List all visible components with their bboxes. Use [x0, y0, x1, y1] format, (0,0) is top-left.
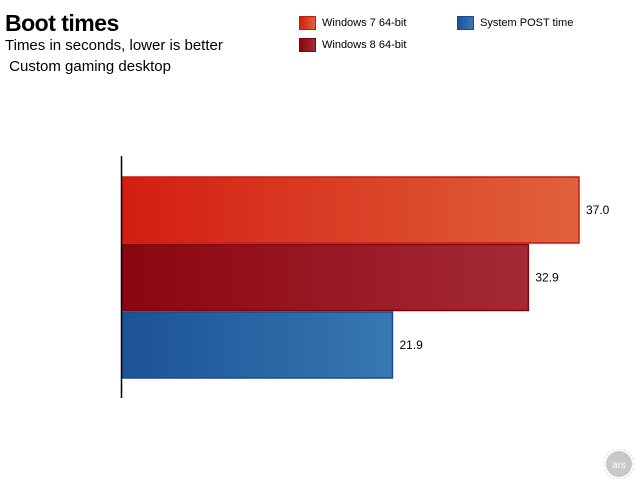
- chart-subtitle-system: Custom gaming desktop: [5, 58, 171, 75]
- ars-logo-text: ars: [612, 460, 626, 471]
- legend-swatch-windows-8: [299, 38, 316, 52]
- bar-system-post: [121, 311, 394, 379]
- legend-label-system-post: System POST time: [480, 17, 574, 29]
- legend-swatch-system-post: [457, 16, 474, 30]
- bar-windows-8: [121, 243, 530, 312]
- legend-label-windows-7: Windows 7 64-bit: [322, 17, 407, 29]
- chart-title: Boot times: [5, 10, 119, 36]
- bar-value-label-windows-8: 32.9: [535, 271, 559, 285]
- legend-label-windows-8: Windows 8 64-bit: [322, 39, 407, 51]
- bar-windows-7: [121, 176, 580, 244]
- legend-item-windows-7: Windows 7 64-bit: [299, 15, 406, 31]
- legend-item-system-post: System POST time: [457, 15, 573, 31]
- ars-logo-icon: ars: [603, 449, 635, 479]
- bar-value-label-windows-7: 37.0: [586, 203, 610, 217]
- legend-swatch-windows-7: [299, 16, 316, 30]
- legend-item-windows-8: Windows 8 64-bit: [299, 37, 406, 53]
- bar-value-label-system-post: 21.9: [399, 338, 423, 352]
- chart-subtitle: Times in seconds, lower is better: [5, 37, 223, 54]
